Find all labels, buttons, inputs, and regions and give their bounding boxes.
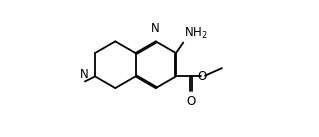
Text: N: N [151,22,160,35]
Text: O: O [186,95,196,108]
Text: O: O [198,70,207,83]
Text: NH$_2$: NH$_2$ [184,26,208,41]
Text: N: N [79,68,88,81]
